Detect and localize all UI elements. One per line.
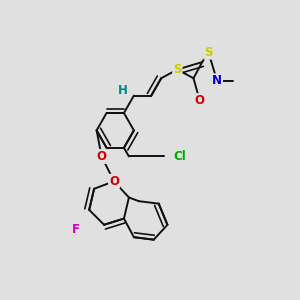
Text: O: O <box>97 150 106 163</box>
Text: S: S <box>173 63 182 76</box>
Text: Cl: Cl <box>173 150 186 163</box>
Text: O: O <box>195 94 205 107</box>
Text: N: N <box>212 74 222 87</box>
Text: O: O <box>109 175 119 188</box>
Text: H: H <box>118 84 128 97</box>
Text: S: S <box>204 46 213 59</box>
Text: F: F <box>71 223 80 236</box>
